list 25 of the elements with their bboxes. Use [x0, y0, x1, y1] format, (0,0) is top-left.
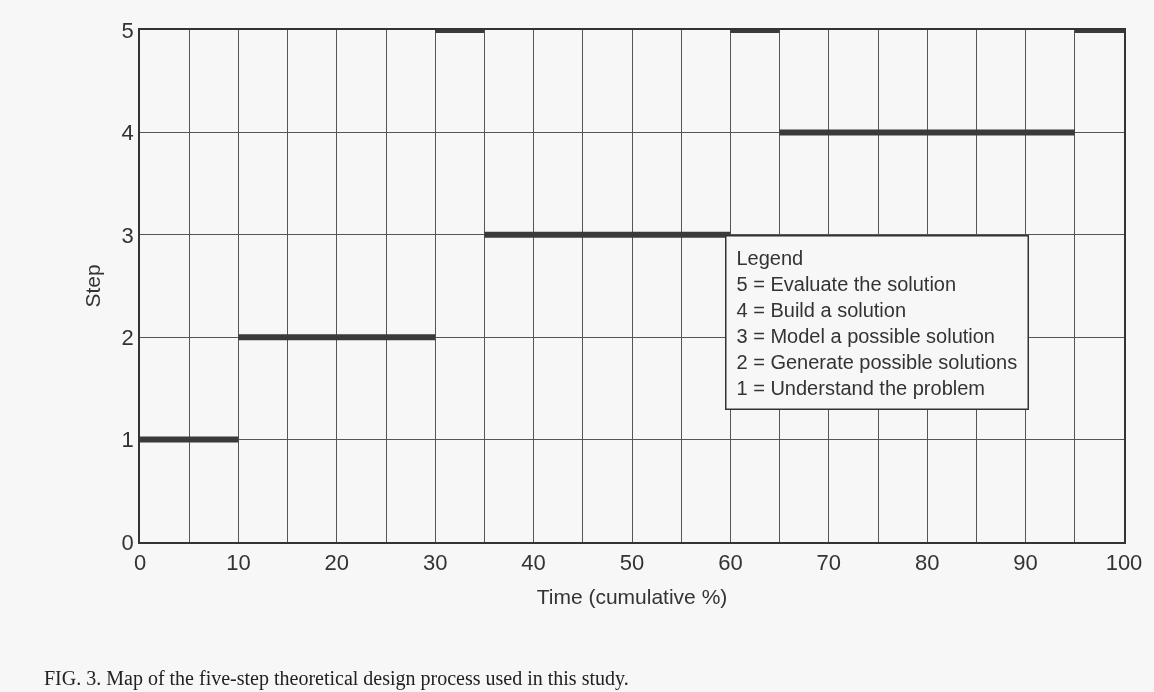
y-tick-label: 3 [121, 222, 134, 248]
x-tick-label: 20 [324, 550, 350, 576]
annotation: 3 = Model a possible solution [736, 324, 995, 347]
y-tick-label: 4 [121, 120, 134, 146]
x-tick-label: 30 [422, 550, 448, 576]
y-tick-label: 0 [121, 529, 134, 555]
x-tick-label: 80 [914, 550, 940, 576]
y-tick-label: 5 [121, 17, 134, 43]
x-tick-label: 100 [1105, 550, 1143, 576]
x-tick-label: 90 [1013, 550, 1038, 576]
annotation: 2 = Generate possible solutions [736, 350, 1018, 373]
x-tick-label: 70 [816, 550, 842, 576]
x-tick-label: 40 [521, 550, 546, 576]
x-tick-label: 60 [718, 550, 743, 576]
x-tick-label: 10 [226, 550, 251, 576]
y-tick-label: 2 [121, 324, 134, 350]
caption: FIG. 3. Map of the five-step theoretical design process used in this study. [44, 667, 629, 690]
annotation: 5 = Evaluate the solution [736, 272, 957, 295]
annotation: 4 = Build a solution [736, 298, 907, 321]
x-tick-label: 50 [619, 550, 645, 576]
annotation: 1 = Understand the problem [736, 376, 985, 399]
annotation: Legend [736, 246, 804, 269]
y-axis-title: Step [81, 264, 105, 308]
y-tick-label: 1 [121, 427, 134, 453]
x-axis-title: Time (cumulative %) [536, 584, 728, 608]
